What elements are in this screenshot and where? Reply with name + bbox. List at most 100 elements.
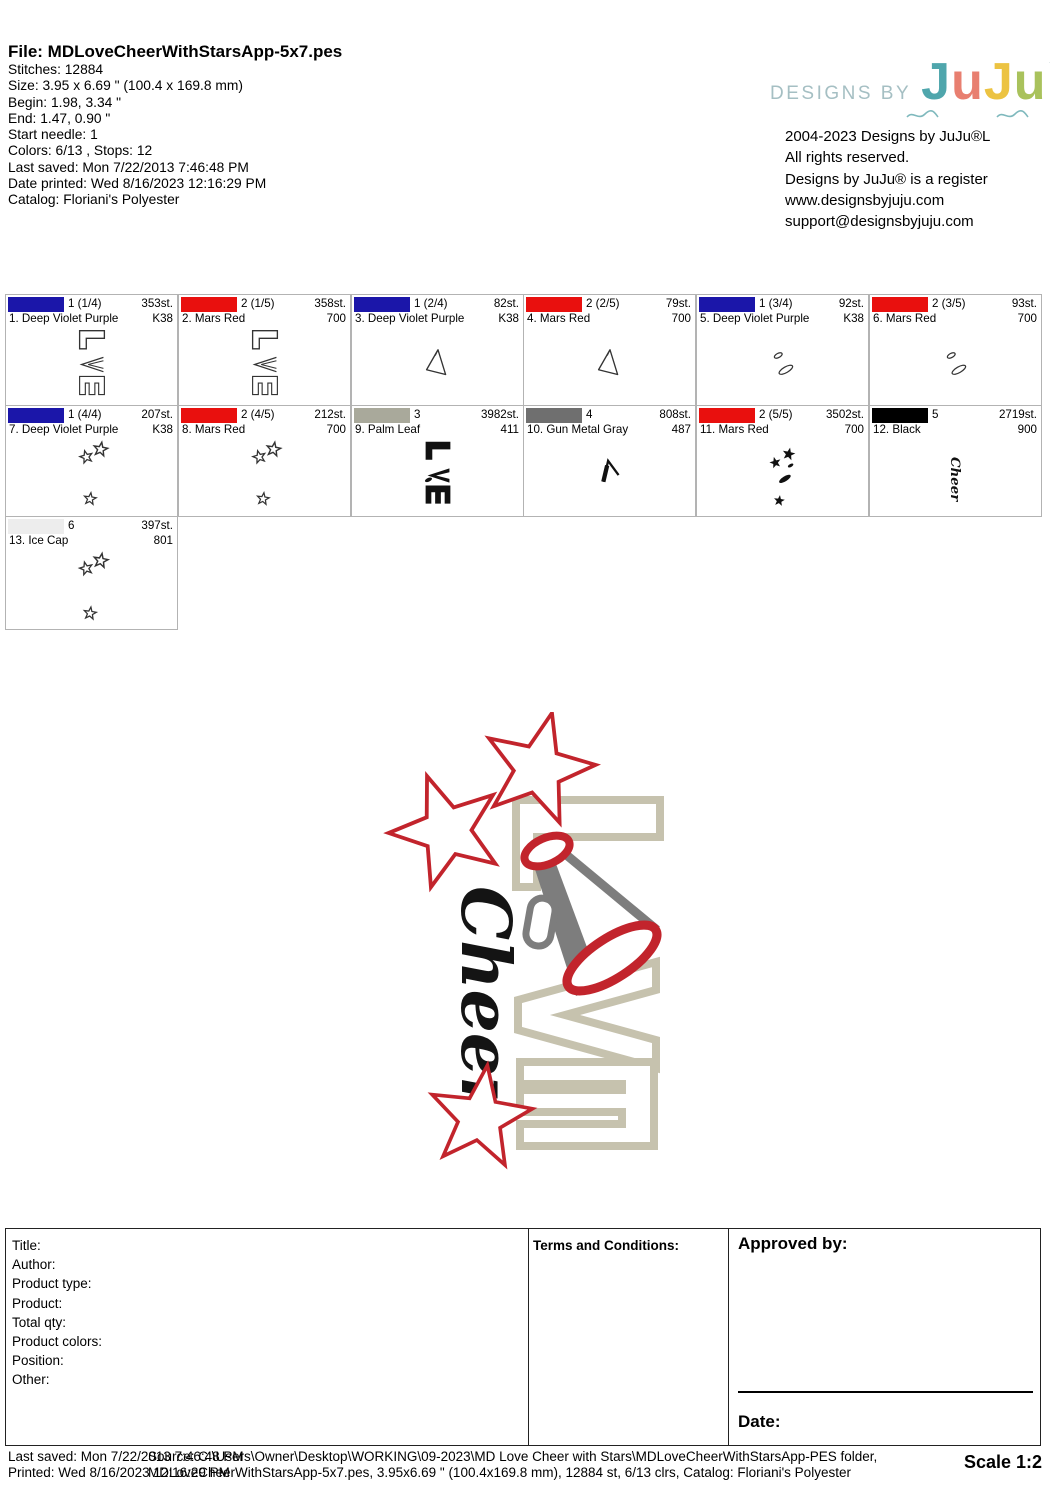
thread-name: 11. Mars Red bbox=[700, 423, 769, 436]
step-label: 1 (1/4) bbox=[68, 297, 102, 310]
thread-step-cell: 1 (1/4) 353st. 1. Deep Violet Purple K38 bbox=[5, 294, 178, 406]
step-label: 2 (2/5) bbox=[586, 297, 620, 310]
color-swatch bbox=[872, 297, 928, 312]
stitch-count: 353st. bbox=[141, 297, 173, 310]
stitch-preview-glyph: Cheer bbox=[870, 436, 1041, 516]
megaphone-bell-rim bbox=[562, 920, 662, 996]
logo-flourish bbox=[906, 110, 1029, 118]
footer-line: MDLoveCheerWithStarsApp-5x7.pes, 3.95x6.… bbox=[148, 1464, 851, 1480]
stitch-preview-glyph bbox=[6, 325, 177, 405]
color-swatch bbox=[354, 297, 410, 312]
copyright-line: www.designsbyjuju.com bbox=[785, 191, 945, 209]
thread-step-cell: 2 (1/5) 358st. 2. Mars Red 700 bbox=[178, 294, 351, 406]
stitch-preview-glyph bbox=[870, 325, 1041, 405]
color-swatch bbox=[8, 519, 64, 534]
step-label: 1 (4/4) bbox=[68, 408, 102, 421]
stitch-preview-glyph bbox=[352, 436, 523, 516]
approved-by-label: Approved by: bbox=[738, 1234, 848, 1253]
copyright-line: support@designsbyjuju.com bbox=[785, 213, 974, 231]
step-label: 5 bbox=[932, 408, 939, 421]
file-info-line: Stitches: 12884 bbox=[8, 62, 104, 77]
step-label: 1 (2/4) bbox=[414, 297, 448, 310]
embroidery-design-preview: Cheer bbox=[360, 712, 664, 1198]
thread-code: 700 bbox=[844, 423, 864, 436]
stitch-count: 808st. bbox=[659, 408, 691, 421]
logo-prefix-text: DESIGNS BY bbox=[770, 83, 912, 104]
thread-step-cell: 2 (4/5) 212st. 8. Mars Red 700 bbox=[178, 405, 351, 517]
stitch-count: 212st. bbox=[314, 408, 346, 421]
megaphone-cone-edge bbox=[549, 839, 660, 934]
step-label: 2 (1/5) bbox=[241, 297, 275, 310]
thread-code: 700 bbox=[326, 423, 346, 436]
megaphone bbox=[520, 831, 662, 996]
thread-step-cell: 1 (2/4) 82st. 3. Deep Violet Purple K38 bbox=[351, 294, 524, 406]
color-swatch bbox=[354, 408, 410, 423]
thread-step-cell: 1 (4/4) 207st. 7. Deep Violet Purple K38 bbox=[5, 405, 178, 517]
date-label: Date: bbox=[738, 1412, 781, 1431]
copyright-block: 2004-2023 Designs by JuJu®L All rights r… bbox=[785, 126, 990, 232]
thread-name: 3. Deep Violet Purple bbox=[355, 312, 465, 325]
thread-name: 9. Palm Leaf bbox=[355, 423, 421, 436]
color-swatch bbox=[872, 408, 928, 423]
thread-name: 7. Deep Violet Purple bbox=[9, 423, 119, 436]
stitch-count: 207st. bbox=[141, 408, 173, 421]
file-title: File: MDLoveCheerWithStarsApp-5x7.pes bbox=[8, 42, 343, 61]
thread-name: 12. Black bbox=[873, 423, 921, 436]
footer-source-overlay: Source: C:\Users\Owner\Desktop\WORKING\0… bbox=[148, 1449, 877, 1481]
stitch-count: 93st. bbox=[1011, 297, 1037, 310]
color-swatch bbox=[699, 408, 755, 423]
brand-logo: DESIGNS BY JuJu ™ bbox=[770, 52, 1050, 112]
step-label: 2 (3/5) bbox=[932, 297, 966, 310]
stitch-count: 358st. bbox=[314, 297, 346, 310]
copyright-line: Designs by JuJu® is a register bbox=[785, 170, 988, 188]
footer-line: Source: C:\Users\Owner\Desktop\WORKING\0… bbox=[148, 1449, 878, 1464]
thread-code: 700 bbox=[671, 312, 691, 325]
step-label: 2 (4/5) bbox=[241, 408, 275, 421]
stitch-count: 2719st. bbox=[998, 408, 1037, 421]
form-field-label: Position: bbox=[12, 1353, 64, 1369]
thread-code: K38 bbox=[843, 312, 864, 325]
color-swatch bbox=[8, 297, 64, 312]
stitch-preview-glyph bbox=[524, 325, 695, 405]
star-left bbox=[388, 771, 502, 883]
order-form-left-cell bbox=[5, 1228, 529, 1446]
copyright-line: All rights reserved. bbox=[785, 149, 910, 167]
scale-label: Scale 1:2 bbox=[963, 1452, 1042, 1472]
file-info-block: Stitches: 12884 Size: 3.95 x 6.69 " (100… bbox=[8, 62, 266, 209]
thread-step-cell: 2 (3/5) 93st. 6. Mars Red 700 bbox=[869, 294, 1042, 406]
thread-name: 10. Gun Metal Gray bbox=[527, 423, 629, 436]
order-form-approved-cell bbox=[728, 1228, 1041, 1446]
footer-line: Printed: Wed 8/16/2023 12:16:29 PM bbox=[8, 1464, 230, 1480]
color-swatch bbox=[181, 408, 237, 423]
form-field-label: Title: bbox=[12, 1238, 41, 1253]
file-info-line: Catalog: Floriani's Polyester bbox=[8, 192, 180, 208]
thread-code: 900 bbox=[1017, 423, 1037, 436]
megaphone-mouth-rim bbox=[520, 831, 574, 871]
stitch-preview-glyph bbox=[697, 325, 868, 405]
form-field-label: Product: bbox=[12, 1295, 63, 1311]
stitch-preview-glyph bbox=[6, 436, 177, 516]
form-field-label: Other: bbox=[12, 1372, 50, 1388]
thread-code: K38 bbox=[498, 312, 519, 325]
thread-name: 8. Mars Red bbox=[182, 423, 246, 436]
form-field-label: Product colors: bbox=[12, 1334, 103, 1350]
stitch-preview-glyph bbox=[6, 547, 177, 627]
thread-step-cell: 5 2719st. 12. Black 900 Cheer bbox=[869, 405, 1042, 517]
thread-step-cell: 4 808st. 10. Gun Metal Gray 487 bbox=[523, 405, 696, 517]
step-label: 6 bbox=[68, 519, 75, 532]
trademark-symbol: ™ bbox=[1049, 61, 1050, 72]
file-info-line: Date printed: Wed 8/16/2023 12:16:29 PM bbox=[8, 176, 267, 192]
footer-saved-printed: Last saved: Mon 7/22/2013 7:46:48 PM Pri… bbox=[8, 1449, 244, 1481]
order-form-terms-cell bbox=[528, 1228, 729, 1446]
file-info-line: Size: 3.95 x 6.69 " (100.4 x 169.8 mm) bbox=[8, 78, 243, 94]
thread-code: 700 bbox=[326, 312, 346, 325]
file-info-line: End: 1.47, 0.90 " bbox=[8, 110, 111, 126]
step-label: 3 bbox=[414, 408, 421, 421]
thread-code: 487 bbox=[671, 423, 691, 436]
thread-name: 1. Deep Violet Purple bbox=[9, 312, 119, 325]
order-form-fields: Title: Author: Product type: Product: To… bbox=[12, 1236, 102, 1390]
thread-step-cell: 2 (2/5) 79st. 4. Mars Red 700 bbox=[523, 294, 696, 406]
signature-line bbox=[738, 1391, 1033, 1393]
stitch-preview-glyph bbox=[524, 436, 695, 516]
logo-word: JuJu bbox=[921, 53, 1047, 111]
